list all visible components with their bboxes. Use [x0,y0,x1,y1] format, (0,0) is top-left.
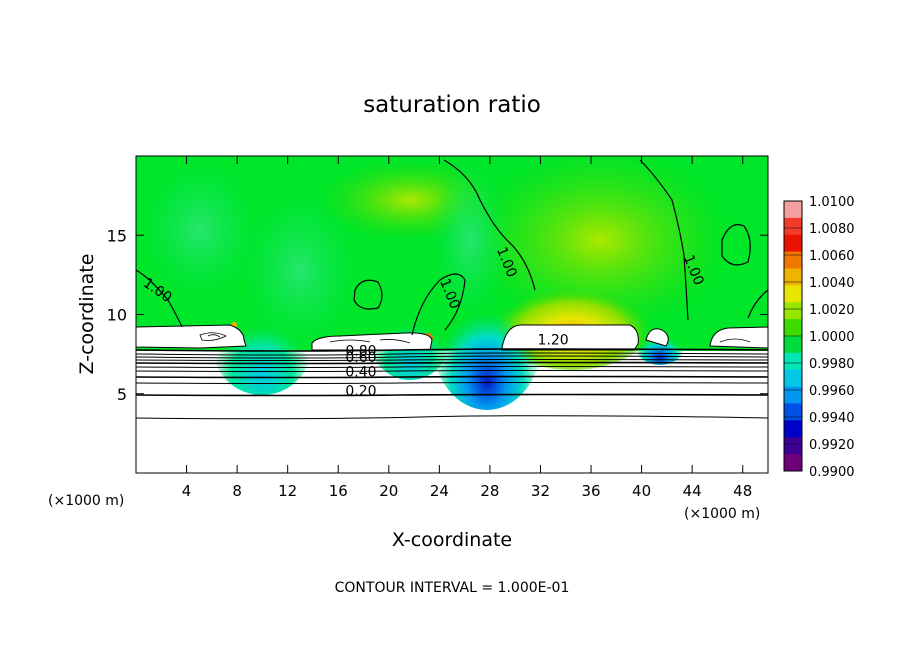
colorbar-label: 1.0060 [809,249,855,264]
colorbar-label: 0.9960 [809,384,855,399]
colorbar-swatch [784,420,802,438]
contour-line [136,348,768,352]
x-tick-label: 32 [531,482,550,500]
colorbar-label: 0.9980 [809,357,855,372]
contour-line-0.60 [136,370,768,372]
cloud-detail [199,332,227,341]
contour-1.00 [411,273,466,336]
colorbar-swatch [784,234,802,253]
colorbar-swatch [784,454,802,472]
colorbar-swatch [784,352,802,371]
contour-label: 0.80 [345,344,376,360]
contour-1.00 [747,289,768,319]
x-tick-label: 36 [581,482,600,500]
x-tick-label: 44 [683,482,702,500]
colorbar-swatch [784,437,802,455]
x-unit-right: (×1000 m) [684,506,760,522]
cloud-region-left [136,324,247,349]
colorbar-swatch [784,268,802,286]
x-axis: 4 8 12 16 20 24 28 32 36 40 44 48 [182,156,752,500]
contour-1.00 [136,269,183,328]
contour-line [136,415,768,420]
x-tick-label: 4 [182,482,192,500]
mint-patch-left [140,160,260,300]
unity-contours [136,159,768,336]
contour-closed [721,224,751,266]
colorbar-label: 0.9900 [809,465,855,480]
y-tick-label: 5 [117,385,127,404]
plot-area [136,156,768,473]
cloud-detail [329,339,411,344]
x-tick-label: 40 [632,482,651,500]
colorbar-label: 1.0000 [809,330,855,345]
colorbar-swatch [784,217,802,236]
y-tick-label: 10 [107,306,127,325]
contour-1.00 [443,159,536,291]
cool-minimum-10km [212,295,312,395]
colorbar-label: 0.9940 [809,411,855,426]
contour-line [136,355,768,359]
contour-line [136,352,768,356]
colorbar-label: 1.0080 [809,222,855,237]
chart-title: saturation ratio [363,92,541,118]
contour-1.00 [639,159,689,321]
x-tick-label: 20 [379,482,398,500]
contour-line-0.40 [136,375,768,379]
contour-label: 0.40 [345,364,376,380]
contour-closed [353,279,383,310]
colorbar-swatch [784,302,802,320]
cloud-region-right [501,324,639,351]
contour-label: 0.20 [345,383,376,399]
x-tick-label: 16 [329,482,348,500]
colorbar-swatch [784,319,802,337]
contour-line-0.80 [136,361,768,365]
x-unit-left: (×1000 m) [48,493,124,509]
contour-label: 1.20 [538,333,569,349]
colorbar-swatch [784,251,802,269]
x-tick-label: 8 [232,482,242,500]
colorbar-label: 1.0020 [809,303,855,318]
x-axis-label: X-coordinate [392,529,512,551]
colorbar-label: 0.9920 [809,438,855,453]
contour-line [136,366,768,368]
subsaturated-contours [136,348,768,420]
colorbar-swatch [784,285,802,303]
contour-line [136,382,768,384]
colorbar-label: 1.0100 [809,195,855,210]
x-tick-label: 28 [480,482,499,500]
colorbar-label: 1.0040 [809,276,855,291]
cloud-detail [719,338,751,343]
contour-line-0.20 [136,393,768,397]
x-tick-label: 24 [430,482,449,500]
cloud-region-far-right [709,326,768,349]
cloud-region-small [645,328,669,347]
colorbar-swatch [784,336,802,354]
colorbar: 1.0100 1.0080 1.0060 1.0040 1.0020 1.0000 0.99… [783,195,855,480]
contour-line [136,359,768,361]
colorbar-swatch [784,386,802,404]
y-tick-label: 15 [107,226,127,245]
y-axis: 5 10 15 [107,226,768,404]
x-tick-label: 12 [278,482,297,500]
y-axis-label: Z-coordinate [76,254,98,375]
colorbar-swatch [784,201,802,219]
colorbar-swatch [784,403,802,421]
contour-label: 0.60 [345,350,376,366]
x-tick-label: 48 [733,482,752,500]
cloud-region-mid [311,332,433,351]
colorbar-swatch [784,369,802,388]
contour-interval-note: CONTOUR INTERVAL = 1.000E-01 [335,580,570,596]
